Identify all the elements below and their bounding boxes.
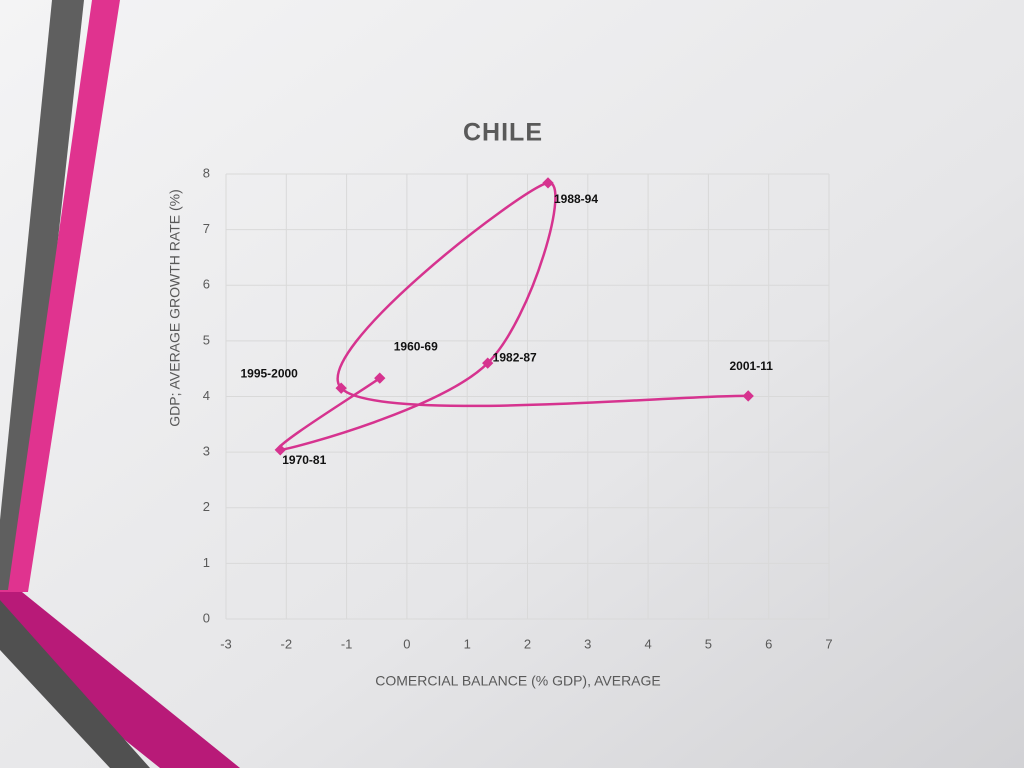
data-point (374, 372, 386, 384)
y-tick-label: 3 (203, 444, 210, 459)
point-label: 2001-11 (730, 359, 774, 373)
point-label: 1988-94 (554, 192, 598, 206)
x-tick-label: -3 (220, 636, 232, 651)
point-label: 1982-87 (493, 350, 537, 364)
y-tick-label: 0 (203, 610, 210, 625)
y-tick-label: 8 (203, 165, 210, 180)
x-tick-label: -1 (341, 636, 353, 651)
chart-title: CHILE (463, 119, 543, 147)
x-tick-label: 6 (765, 636, 772, 651)
x-tick-label: 5 (705, 636, 712, 651)
x-tick-label: 7 (825, 636, 832, 651)
y-axis-title: GDP; AVERAGE GROWTH RATE (%) (167, 189, 183, 427)
x-tick-label: 4 (644, 636, 651, 651)
x-tick-label: 2 (524, 636, 531, 651)
y-tick-label: 1 (203, 555, 210, 570)
data-point (274, 444, 286, 456)
point-label: 1960-69 (394, 339, 438, 353)
y-tick-label: 5 (203, 332, 210, 347)
x-tick-label: 3 (584, 636, 591, 651)
x-tick-label: 1 (464, 636, 471, 651)
x-tick-label: -2 (281, 636, 293, 651)
decor-stripe (0, 600, 150, 768)
decor-stripe (0, 0, 120, 592)
x-axis-title: COMERCIAL BALANCE (% GDP), AVERAGE (375, 673, 661, 689)
data-point (482, 357, 494, 369)
point-label: 1970-81 (282, 453, 326, 467)
point-label: 1995-2000 (240, 366, 298, 380)
decor-stripe (0, 0, 84, 590)
y-tick-label: 2 (203, 499, 210, 514)
decor-stripe (0, 592, 240, 768)
x-tick-label: 0 (403, 636, 410, 651)
y-tick-label: 6 (203, 277, 210, 292)
y-tick-label: 7 (203, 221, 210, 236)
data-point (542, 177, 554, 189)
y-tick-label: 4 (203, 388, 210, 403)
data-point (335, 382, 347, 394)
data-point (742, 390, 754, 402)
plot: 1960-69 1970-81 1982-87 1988-94 1995-2000 200… (240, 177, 773, 467)
